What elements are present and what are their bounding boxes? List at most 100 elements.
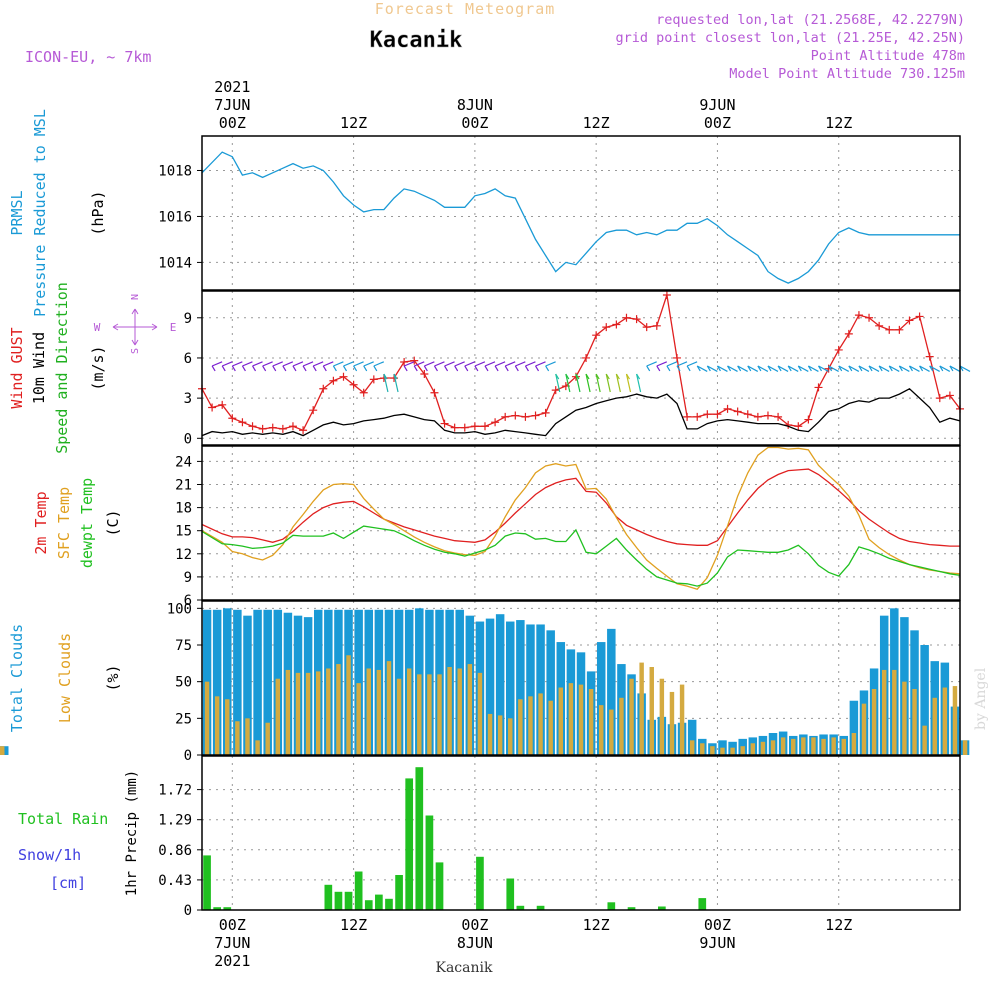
bar-low-clouds [760,741,766,755]
wind-barb [221,361,233,367]
bar-rain [395,875,403,910]
panel-wind: 0 3 6 9 N S W E Wind GUST 10m Wind Speed and Direc… [8,282,971,454]
panel-clouds: 0 25 50 75 100 Total Clouds Low Clouds (%) [0,600,970,764]
wind-barb [424,361,435,367]
bar-low-clouds [326,668,331,755]
panel-frame [201,135,961,291]
bar-low-clouds [811,737,816,755]
y-tick-label: 1014 [158,255,192,271]
wind-barb [727,365,732,372]
gust-marker [642,323,651,332]
model-label: ICON-EU, ~ 7km [25,48,151,66]
wind-barb [939,365,944,372]
wind-barb [545,361,556,367]
bar-total-clouds [495,614,505,755]
gust-marker [582,353,591,362]
bar-low-clouds [730,747,735,755]
bar-rain [516,905,525,910]
wind-barb [828,365,833,372]
bar-low-clouds [396,678,402,755]
compass-south: S [130,348,141,354]
gust-marker [258,424,267,433]
gust-marker [440,419,449,428]
wind-barb [252,365,257,372]
bar-low-clouds [497,715,503,755]
series-line-t2m [201,468,960,547]
gust-marker [309,406,318,415]
snow-legend: Snow/1h [18,846,81,864]
bar-low-clouds [821,738,826,755]
wind-barb [595,373,600,380]
gust-marker [238,418,247,427]
wind-barb [353,365,358,372]
bar-low-clouds [912,689,917,755]
wind-barb [787,365,799,372]
wind-barb [727,365,738,372]
bar-rain [375,894,383,910]
bar-rain [334,891,343,910]
time-label-bottom: 2021 [214,952,250,970]
bar-total-clouds [253,609,262,755]
bar-low-clouds [538,693,543,755]
series-line-dewpt [201,525,961,587]
wind-barb [828,365,839,372]
wind-barb [373,365,378,372]
panel-label: Wind GUST [8,327,26,408]
y-tick-label: 0 [184,748,192,764]
bar-total-clouds [506,621,515,755]
gust-marker [339,372,348,381]
bar-rain [435,862,444,910]
gust-marker [460,423,469,432]
wind-barb [747,365,759,372]
y-tick-label: 1018 [158,163,192,179]
wind-barb [696,365,708,372]
wind-barb [676,361,688,367]
panel-label: Total Clouds [8,624,26,732]
gust-marker [541,408,550,417]
gust-marker [925,352,934,361]
bar-low-clouds [750,743,756,755]
wind-barb [414,361,425,367]
bar-rain [213,907,222,910]
gust-marker [359,388,368,397]
series-line-wind10m [201,388,961,437]
gust-marker [935,394,944,403]
wind-barb [666,365,671,372]
panel-label: Speed and Direction [53,282,71,454]
wind-barb [323,361,334,367]
wind-barb [474,365,479,372]
y-tick-label: 0 [184,431,192,447]
wind-barb [312,361,324,367]
bar-low-clouds [305,672,311,755]
gust-marker [319,384,328,393]
wind-barb [706,365,711,372]
wind-barb [777,365,789,372]
info-requested: requested lon,lat (21.2568E, 42.2279N) [656,12,965,28]
wind-barb [342,365,348,372]
wind-barb [373,361,385,367]
gust-marker [763,411,772,420]
bar-low-clouds [639,662,644,755]
wind-barb [636,373,642,393]
wind-barb [797,365,802,372]
bar-low-clouds [316,671,321,755]
panel-frame [201,290,961,446]
bar-low-clouds [831,737,836,755]
info-point-altitude: Point Altitude 478m [811,48,965,64]
wind-barb [292,361,304,367]
wind-barb [585,373,591,393]
gust-marker [531,411,540,420]
wind-barb [919,365,924,372]
wind-barb [929,365,940,372]
gust-marker [369,375,378,384]
wind-barb [434,361,445,367]
y-tick-label: 50 [175,675,192,691]
bar-low-clouds [902,681,907,755]
wind-barb [615,373,621,393]
y-tick-label: 6 [184,593,192,609]
gust-marker [885,325,894,334]
wind-barb [888,365,893,372]
gust-marker [895,325,904,334]
meteogram-subtitle: Forecast Meteogram [375,0,556,18]
bar-low-clouds [700,743,705,755]
